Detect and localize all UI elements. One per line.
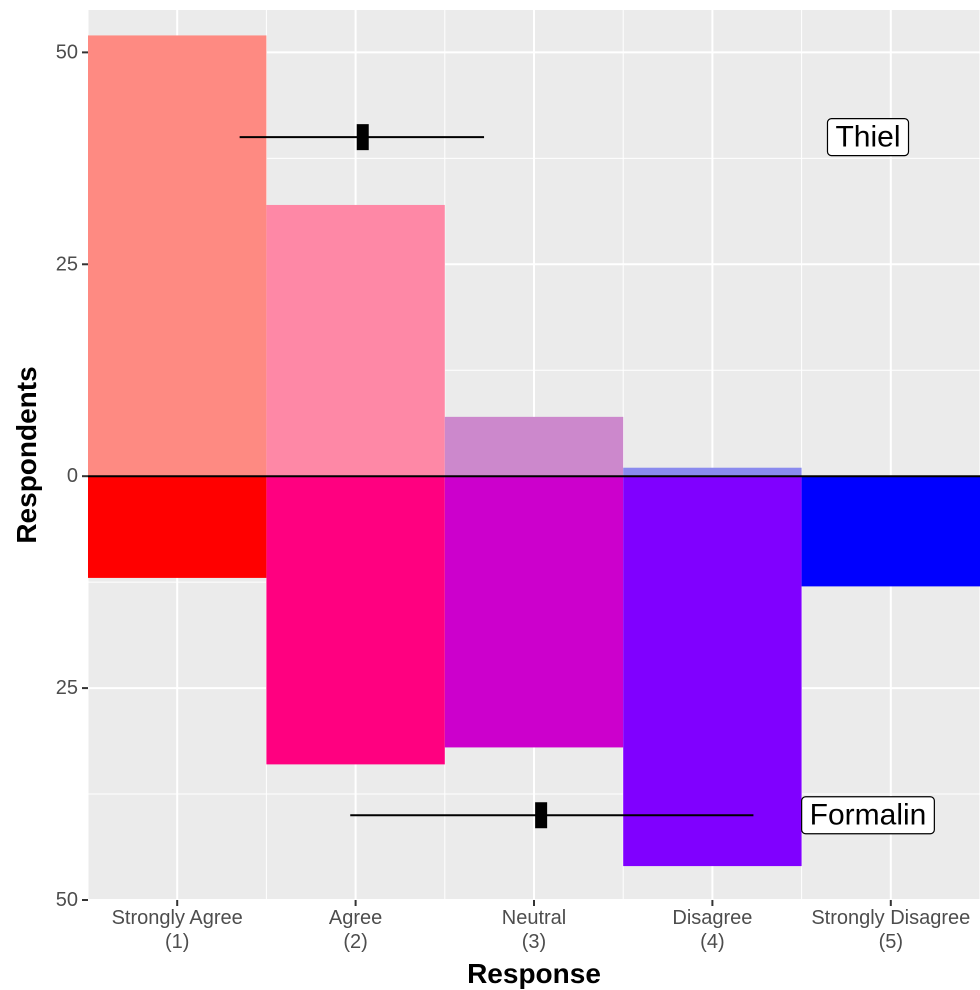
x-tick-label-name: Strongly Agree <box>112 907 243 929</box>
bar-formalin-2 <box>266 476 445 765</box>
x-axis: Strongly Agree(1) Agree(2) Neutral(3) Disag… <box>112 900 970 953</box>
y-tick-label: 50 <box>56 41 78 63</box>
bars <box>88 35 980 867</box>
y-axis-title: Respondents <box>11 366 42 543</box>
bar-formalin-5 <box>801 476 980 587</box>
group-label-box <box>801 796 935 835</box>
group-label-text: Thiel <box>835 121 900 154</box>
y-tick-label: 25 <box>56 253 78 275</box>
mean-markers <box>239 124 754 829</box>
bar-thiel-3 <box>444 416 624 477</box>
x-tick-label-name: Neutral <box>502 907 566 929</box>
y-tick-label: 0 <box>67 465 78 487</box>
group-label-box <box>826 118 910 157</box>
y-tick-label: 50 <box>56 889 78 911</box>
x-tick-label-code: (4) <box>700 931 724 953</box>
group-label-text: Formalin <box>810 799 927 832</box>
group-labels: Thiel Formalin <box>801 118 935 835</box>
x-tick-label-name: Disagree <box>672 907 752 929</box>
y-tick-label: 25 <box>56 677 78 699</box>
x-tick-label-code: (5) <box>879 931 903 953</box>
x-tick-label-name: Agree <box>329 907 382 929</box>
group-label-thiel: Thiel <box>826 118 910 157</box>
mean-marker-formalin <box>535 802 548 829</box>
group-label-formalin: Formalin <box>801 796 935 835</box>
bar-formalin-3 <box>444 476 624 748</box>
x-tick-label-code: (2) <box>343 931 367 953</box>
bar-thiel-2 <box>266 204 445 477</box>
bar-formalin-1 <box>88 476 267 578</box>
x-axis-title: Response <box>467 958 601 989</box>
bar-thiel-4 <box>623 467 802 477</box>
bar-thiel-1 <box>88 35 267 477</box>
x-tick-label-code: (3) <box>522 931 546 953</box>
mean-marker-thiel <box>356 124 369 151</box>
x-tick-label-code: (1) <box>165 931 189 953</box>
y-axis: 50 25 0 25 50 <box>56 41 88 911</box>
x-tick-label-name: Strongly Disagree <box>811 907 970 929</box>
bar-formalin-4 <box>623 476 802 867</box>
